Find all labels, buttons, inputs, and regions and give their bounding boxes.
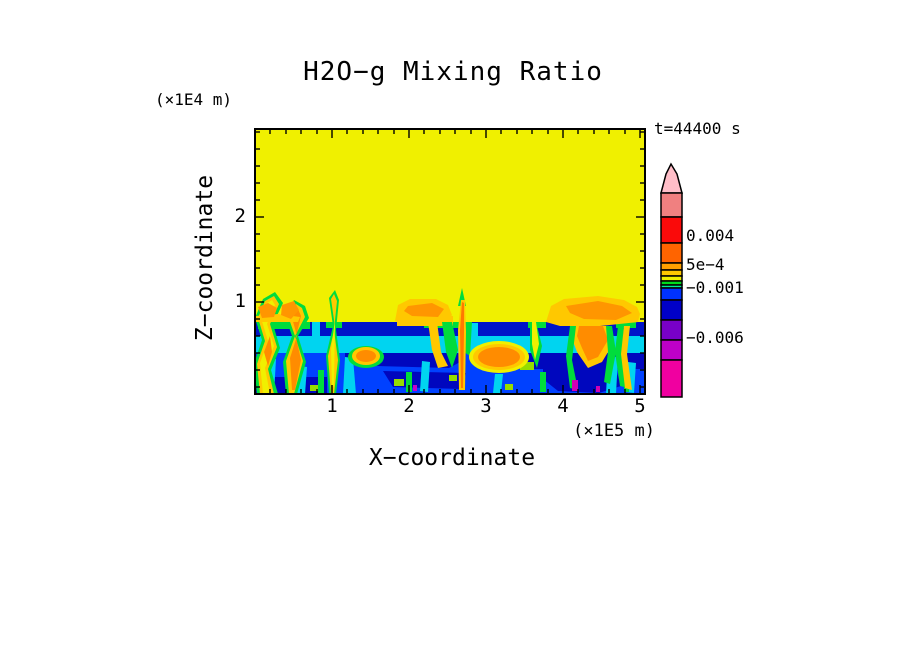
x-tick-label-2: 2 xyxy=(403,395,415,417)
plot-frame xyxy=(254,128,646,395)
anvil3-orange-core xyxy=(566,301,632,320)
anvil3-desc-orange xyxy=(577,326,608,361)
left-anvil-orange xyxy=(281,301,299,319)
colorbar xyxy=(660,162,683,398)
colorbar-label-1: 0.004 xyxy=(686,226,735,245)
y-tick-label-1: 1 xyxy=(234,290,246,312)
plume9-gold xyxy=(621,326,632,390)
x-tick-label-5: 5 xyxy=(634,395,646,417)
colorbar-segment xyxy=(660,262,683,271)
colorbar-segment xyxy=(660,216,683,244)
x-tick-label-4: 4 xyxy=(557,395,569,417)
blob1-orange xyxy=(478,347,520,367)
anvil2-feed-green xyxy=(464,322,472,356)
green-filament xyxy=(540,372,546,392)
x-axis-unit: (×1E5 m) xyxy=(573,421,655,441)
magenta-speck xyxy=(596,386,600,392)
plume1-orange xyxy=(264,336,272,366)
anvil3-green-right xyxy=(604,326,616,384)
anvil2-feed-gold xyxy=(428,322,448,368)
x-tick-label-1: 1 xyxy=(326,395,338,417)
y-axis-unit: (×1E4 m) xyxy=(155,90,233,109)
plume5-orange xyxy=(460,302,464,388)
green-filament xyxy=(406,372,412,392)
y-axis-title: Z−coordinate xyxy=(192,174,218,342)
colorbar-segment xyxy=(660,339,683,361)
colorbar-segment xyxy=(660,319,683,341)
left-anvil-orange xyxy=(258,303,277,318)
colorbar-label-2: 5e−4 xyxy=(686,255,725,274)
plume7-yellow xyxy=(532,322,539,360)
green-speck xyxy=(520,362,534,370)
cyan-band-gap xyxy=(470,323,478,336)
green-speck xyxy=(449,375,457,381)
green-speck xyxy=(505,384,513,390)
anvil2-orange-core xyxy=(404,303,444,317)
band-green-smudge xyxy=(258,322,310,329)
cyan-filament xyxy=(493,374,503,393)
time-annotation: t=44400 s xyxy=(654,119,741,138)
blob2-orange xyxy=(356,350,376,362)
band-green-smudge xyxy=(616,322,636,328)
axis-ticks xyxy=(255,129,645,394)
green-filament xyxy=(318,370,324,393)
colorbar-segment xyxy=(660,242,683,264)
green-speck xyxy=(394,379,404,386)
anvil2-feed-green xyxy=(442,322,458,368)
x-axis-title: X−coordinate xyxy=(368,445,536,471)
colorbar-segment xyxy=(660,287,683,301)
colorbar-label-4: −0.006 xyxy=(686,328,744,347)
colorbar-label-3: −0.001 xyxy=(686,278,744,297)
plume3-yellow xyxy=(331,320,335,388)
cyan-band-gap xyxy=(312,322,320,336)
plume2-orange xyxy=(290,309,301,390)
band-green-smudge xyxy=(528,322,546,328)
cyan-filament xyxy=(343,357,356,393)
y-tick-label-2: 2 xyxy=(234,205,246,227)
colorbar-segment xyxy=(660,299,683,321)
magenta-speck xyxy=(572,380,578,391)
chart-title: H2O−g Mixing Ratio xyxy=(303,57,603,87)
cyan-filament xyxy=(420,361,430,392)
colorbar-arrow-tip xyxy=(660,162,683,194)
contour-field xyxy=(256,130,644,393)
green-speck xyxy=(310,385,319,391)
colorbar-segment xyxy=(660,269,683,277)
colorbar-segment xyxy=(660,359,683,398)
anvil3-green-left xyxy=(566,326,578,390)
x-tick-label-3: 3 xyxy=(480,395,492,417)
colorbar-segment xyxy=(660,192,683,218)
magenta-speck xyxy=(413,385,417,391)
